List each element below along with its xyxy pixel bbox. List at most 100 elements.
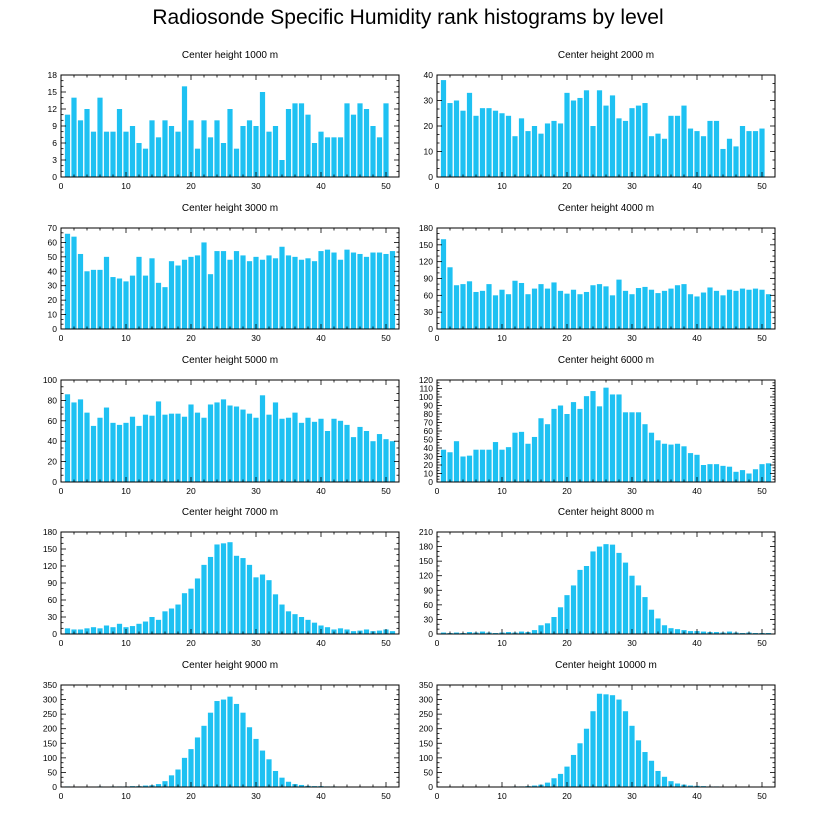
histogram-bar (266, 255, 272, 329)
histogram-bar (661, 776, 668, 787)
x-tick-label: 20 (562, 486, 572, 496)
histogram-bar (499, 289, 505, 329)
histogram-bar (661, 290, 668, 329)
histogram-bar (246, 564, 253, 634)
histogram-bar (596, 284, 603, 329)
histogram-bar (259, 395, 266, 482)
x-tick-label: 10 (121, 486, 131, 496)
histogram-bar (577, 294, 583, 329)
histogram-bar (279, 246, 285, 329)
histogram-bar (674, 115, 681, 177)
histogram-bar (564, 766, 570, 787)
x-tick-label: 50 (757, 638, 767, 648)
y-tick-label: 60 (48, 416, 58, 426)
histogram-bar (324, 249, 331, 329)
histogram-bar (759, 464, 765, 482)
panel-title: Center height 9000 m (182, 660, 278, 671)
histogram-bar (642, 752, 648, 787)
histogram-bar (149, 120, 155, 177)
histogram-bar (116, 109, 123, 177)
x-tick-label: 0 (435, 333, 440, 343)
histogram-bar (136, 623, 142, 634)
histogram-bar (531, 126, 538, 177)
histogram-bar (259, 750, 266, 787)
histogram-bar (629, 108, 635, 177)
histogram-bar (609, 295, 616, 329)
histogram-bar (110, 627, 116, 634)
histogram-bar (97, 97, 103, 177)
histogram-bar (564, 595, 570, 634)
histogram-bar (175, 131, 181, 177)
histogram-bar (505, 294, 512, 329)
histogram-bar (596, 693, 603, 787)
histogram-bar (590, 551, 596, 634)
x-tick-label: 40 (692, 486, 702, 496)
y-tick-label: 0 (428, 172, 433, 182)
histogram-bar (123, 422, 129, 482)
y-tick-label: 80 (48, 395, 58, 405)
y-tick-label: 0 (428, 324, 433, 334)
y-tick-label: 350 (419, 680, 433, 690)
histogram-bar (616, 394, 622, 482)
histogram-bar (525, 294, 531, 329)
x-tick-label: 50 (381, 638, 391, 648)
histogram-bar (110, 131, 116, 177)
y-tick-label: 210 (419, 527, 433, 537)
histogram-bar (577, 97, 583, 177)
histogram-bar (622, 120, 629, 177)
x-tick-label: 40 (692, 333, 702, 343)
histogram-bar (622, 562, 629, 634)
histogram-bar (655, 618, 661, 634)
histogram-panel: Center height 9000 m 0 10 20 30 40 50 0 50 100 150… (43, 660, 400, 801)
histogram-bar (168, 775, 175, 787)
histogram-bar (512, 280, 518, 329)
x-tick-label: 10 (497, 333, 507, 343)
histogram-bar (168, 413, 175, 482)
histogram-bar (668, 628, 674, 634)
histogram-bar (220, 699, 227, 787)
histogram-bar (538, 418, 544, 482)
histogram-bar (518, 431, 525, 482)
histogram-bar (370, 252, 376, 329)
histogram-bar (279, 777, 285, 787)
histogram-bar (155, 282, 162, 329)
x-tick-label: 30 (251, 486, 261, 496)
y-tick-label: 20 (424, 460, 434, 470)
histogram-bar (266, 580, 272, 634)
histogram-bar (538, 133, 544, 177)
histogram-bar (110, 422, 116, 482)
y-tick-label: 60 (48, 595, 58, 605)
histogram-bar (298, 784, 305, 787)
y-tick-label: 3 (52, 155, 57, 165)
histogram-bar (311, 143, 318, 177)
histogram-bar (123, 131, 129, 177)
histogram-bar (694, 454, 700, 482)
y-tick-label: 0 (52, 629, 57, 639)
x-tick-label: 20 (186, 791, 196, 801)
histogram-bar (188, 749, 194, 787)
histogram-bar (765, 294, 772, 329)
histogram-bar (505, 632, 512, 634)
histogram-bar (136, 143, 142, 177)
histogram-bar (629, 575, 635, 634)
histogram-bar (564, 293, 570, 329)
histogram-bar (583, 396, 590, 482)
histogram-bar (370, 441, 376, 482)
histogram-bar (376, 630, 383, 634)
y-tick-label: 300 (419, 695, 433, 705)
histogram-bar (233, 148, 240, 177)
histogram-bar (253, 126, 259, 177)
histogram-bar (370, 126, 376, 177)
x-tick-label: 30 (251, 181, 261, 191)
histogram-bar (376, 137, 383, 177)
y-tick-label: 50 (424, 767, 434, 777)
histogram-bar (116, 424, 123, 482)
histogram-panel: Center height 3000 m 0 10 20 30 40 50 0 10 20 30 40… (48, 203, 400, 343)
y-tick-label: 12 (48, 104, 58, 114)
y-tick-label: 30 (424, 307, 434, 317)
y-tick-label: 60 (424, 600, 434, 610)
histogram-bar (700, 136, 707, 177)
histogram-bar (739, 470, 746, 482)
histogram-bar (90, 425, 97, 482)
histogram-bar (77, 253, 84, 329)
